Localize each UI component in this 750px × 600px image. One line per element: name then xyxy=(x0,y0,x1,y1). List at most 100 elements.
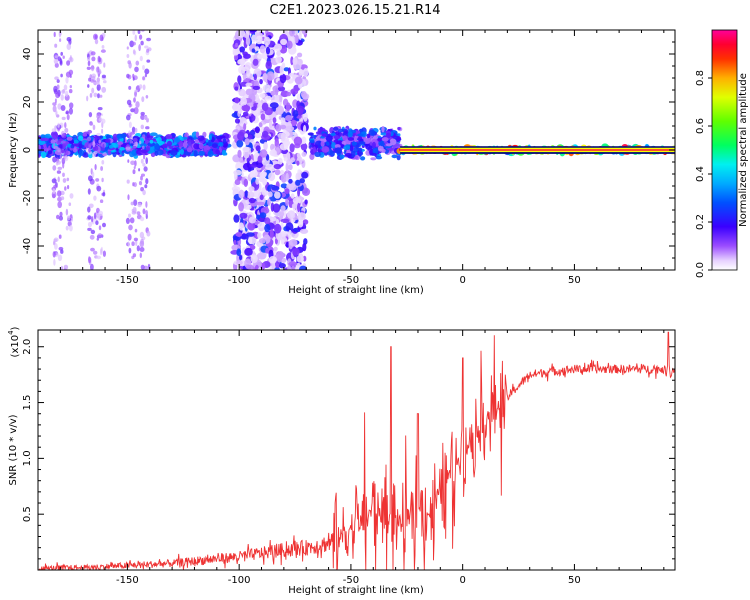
heatmap-cell xyxy=(275,124,282,132)
heatmap-cell xyxy=(157,136,162,144)
heatmap-cell xyxy=(95,178,100,182)
heatmap-cell xyxy=(56,170,62,174)
heatmap-cell xyxy=(57,103,62,110)
heatmap-cell xyxy=(137,202,142,208)
heatmap-cell xyxy=(59,60,63,66)
heatmap-cell xyxy=(334,147,342,154)
heatmap-cell xyxy=(96,255,102,260)
heatmap-cell xyxy=(194,139,200,144)
heatmap-cell xyxy=(145,201,148,208)
heatmap-cell xyxy=(53,238,58,242)
heatmap-cell xyxy=(280,173,287,183)
heatmap-cell xyxy=(135,142,138,148)
heatmap-cell xyxy=(264,217,271,225)
heatmap-cell xyxy=(256,201,265,206)
heatmap-cell xyxy=(297,52,303,58)
heatmap-cell xyxy=(325,135,333,142)
heatmap-cell xyxy=(140,40,144,46)
heatmap-cell xyxy=(52,156,57,163)
heatmap-cell xyxy=(144,45,149,49)
heatmap-cell xyxy=(162,143,168,149)
heatmap-cell xyxy=(269,119,273,129)
heatmap-cell xyxy=(170,150,178,156)
heatmap-cell xyxy=(257,232,262,239)
heatmap-cell xyxy=(53,146,59,150)
heatmap-cell xyxy=(289,30,295,37)
heatmap-cell xyxy=(397,126,401,131)
heatmap-cell xyxy=(99,94,103,98)
colorbar-tick-label: 0.8 xyxy=(695,70,706,86)
heatmap-cell xyxy=(93,33,98,40)
heatmap-cell xyxy=(288,261,298,267)
heatmap-cell xyxy=(144,68,150,75)
heatmap-cell xyxy=(259,79,263,85)
heatmap-cell xyxy=(150,152,156,158)
heatmap-cell xyxy=(61,140,66,144)
snr-frame xyxy=(37,329,676,571)
heatmap-cell xyxy=(271,216,277,222)
heatmap-cell xyxy=(263,141,268,151)
colorbar-tick-label: 0.4 xyxy=(695,166,706,182)
x-tick-label: -100 xyxy=(228,275,251,286)
heatmap-cell xyxy=(296,152,301,159)
heatmap-cell xyxy=(145,157,148,165)
heatmap-cell xyxy=(240,233,249,240)
heatmap-cell xyxy=(295,172,302,182)
heatmap-cell xyxy=(335,131,340,136)
heatmap-cell xyxy=(87,188,91,195)
heatmap-cell xyxy=(236,260,243,266)
heatmap-cell xyxy=(73,143,79,147)
heatmap-cell xyxy=(286,40,293,49)
heatmap-cell xyxy=(280,218,290,223)
heatmap-cell xyxy=(285,198,289,206)
heatmap-cell xyxy=(99,34,104,42)
heatmap-cell xyxy=(279,73,287,84)
heatmap-cell xyxy=(56,140,62,145)
heatmap-cell xyxy=(64,148,69,156)
heatmap-cell xyxy=(238,189,245,199)
heatmap-cell xyxy=(286,159,293,165)
heatmap-cell xyxy=(242,72,247,80)
y-tick-label: 40 xyxy=(22,48,33,61)
heatmap-cell xyxy=(193,143,201,150)
heatmap-cell xyxy=(127,233,132,241)
heatmap-cell xyxy=(295,179,301,186)
heatmap-cell xyxy=(248,197,256,204)
heatmap-cell xyxy=(100,49,106,53)
heatmap-cell xyxy=(237,75,242,84)
heatmap-cell xyxy=(231,104,238,110)
heatmap-cell xyxy=(96,113,101,119)
heatmap-cell xyxy=(143,166,148,172)
heatmap-cell xyxy=(368,129,376,136)
heatmap-cell xyxy=(92,124,96,130)
y-tick-label: 20 xyxy=(22,96,33,109)
heatmap-cell xyxy=(73,139,79,144)
heatmap-cell xyxy=(101,177,104,183)
heatmap-cell xyxy=(57,147,61,153)
heatmap-cell xyxy=(240,96,248,107)
heatmap-cell xyxy=(274,138,279,148)
heatmap-cell xyxy=(126,114,131,121)
heatmap-cell xyxy=(239,46,245,53)
heatmap-cell xyxy=(97,233,103,238)
heatmap-cell xyxy=(265,46,271,55)
heatmap-cell xyxy=(126,54,130,58)
heatmap-cell xyxy=(65,110,69,115)
x-tick-label: 0 xyxy=(459,575,465,586)
heatmap-cell xyxy=(321,133,327,137)
heatmap-cell xyxy=(286,182,295,191)
heatmap-cell xyxy=(130,160,136,166)
heatmap-cell xyxy=(370,152,377,156)
heatmap-cell xyxy=(296,160,300,166)
heatmap-cell xyxy=(139,247,145,252)
heatmap-cell xyxy=(246,69,251,78)
heatmap-cell xyxy=(233,240,237,245)
heatmap-cell xyxy=(146,37,152,42)
heatmap-cell xyxy=(285,125,295,132)
heatmap-cell xyxy=(132,145,137,150)
heatmap-cell xyxy=(259,93,266,98)
heatmap-cell xyxy=(40,137,45,142)
heatmap-cell xyxy=(358,147,363,152)
heatmap-cell xyxy=(268,255,277,264)
heatmap-cell xyxy=(263,36,271,46)
